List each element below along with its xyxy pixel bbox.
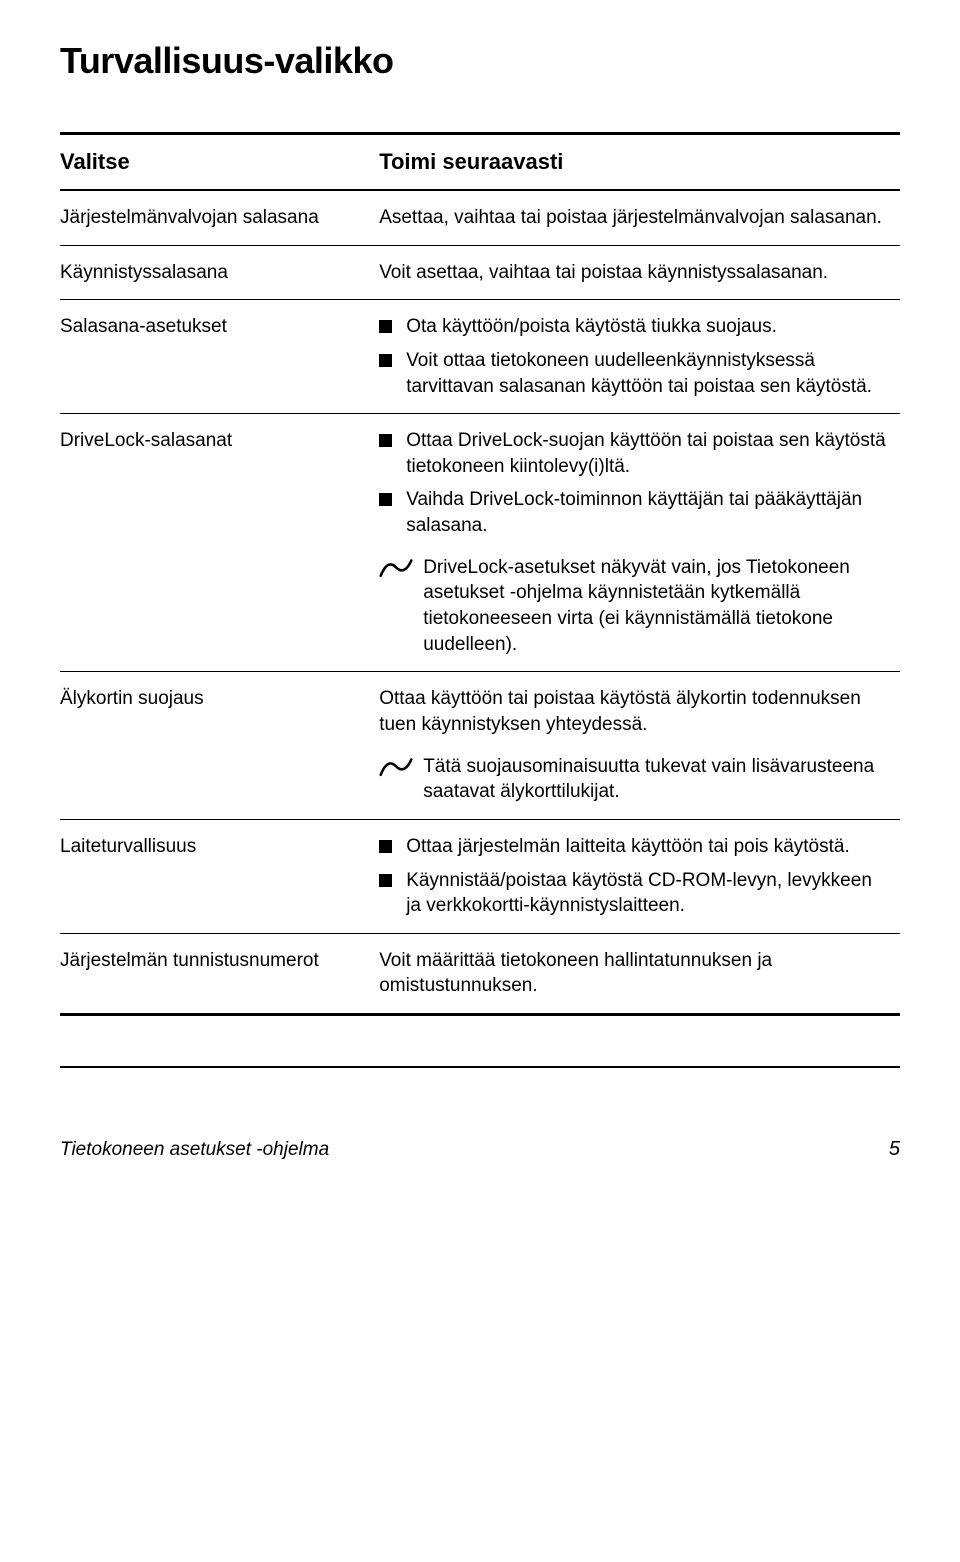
bullet-icon (379, 320, 392, 333)
footer-rule (60, 1066, 900, 1068)
page-footer: Tietokoneen asetukset -ohjelma 5 (60, 1138, 900, 1161)
footer-doc-title: Tietokoneen asetukset -ohjelma (60, 1139, 329, 1161)
row-password-settings-action: Ota käyttöön/poista käytöstä tiukka suoj… (379, 300, 900, 413)
row-drivelock-action: Ottaa DriveLock-suojan käyttöön tai pois… (379, 414, 900, 671)
row-smartcard-action: Ottaa käyttöön tai poistaa käytöstä älyk… (379, 672, 900, 819)
table-row: DriveLock-salasanat Ottaa DriveLock-suoj… (60, 414, 900, 671)
row-system-ids-action: Voit määrittää tietokoneen hallintatunnu… (379, 934, 900, 1013)
col-header-select: Valitse (60, 135, 379, 189)
bullet-text: Ottaa järjestelmän laitteita käyttöön ta… (406, 834, 850, 860)
bullet-icon (379, 354, 392, 367)
bullet-text: Voit ottaa tietokoneen uudelleenkäynnist… (406, 348, 890, 399)
row-admin-password-label: Järjestelmänvalvojan salasana (60, 191, 379, 245)
security-menu-table: Valitse Toimi seuraavasti Järjestelmänva… (60, 135, 900, 1013)
table-header-row: Valitse Toimi seuraavasti (60, 135, 900, 189)
row-admin-password-action: Asettaa, vaihtaa tai poistaa järjestelmä… (379, 191, 900, 245)
table-row: Laiteturvallisuus Ottaa järjestelmän lai… (60, 820, 900, 933)
row-device-security-label: Laiteturvallisuus (60, 820, 379, 933)
bullet-icon (379, 493, 392, 506)
row-system-ids-label: Järjestelmän tunnistusnumerot (60, 934, 379, 1013)
bullet-text: Vaihda DriveLock-toiminnon käyttäjän tai… (406, 487, 890, 538)
bullet-text: Käynnistää/poistaa käytöstä CD-ROM-levyn… (406, 868, 890, 919)
note-icon (379, 555, 413, 591)
note-text: DriveLock-asetukset näkyvät vain, jos Ti… (423, 555, 890, 658)
footer-page-number: 5 (889, 1138, 900, 1161)
smartcard-text: Ottaa käyttöön tai poistaa käytöstä älyk… (379, 686, 890, 737)
bullet-icon (379, 840, 392, 853)
table-row: Järjestelmänvalvojan salasana Asettaa, v… (60, 191, 900, 245)
table-row: Salasana-asetukset Ota käyttöön/poista k… (60, 300, 900, 413)
row-power-password-label: Käynnistyssalasana (60, 246, 379, 300)
row-power-password-action: Voit asettaa, vaihtaa tai poistaa käynni… (379, 246, 900, 300)
bullet-icon (379, 874, 392, 887)
smartcard-note: Tätä suojausominaisuutta tukevat vain li… (379, 754, 890, 805)
note-icon (379, 754, 413, 790)
table-row: Älykortin suojaus Ottaa käyttöön tai poi… (60, 672, 900, 819)
table-row: Järjestelmän tunnistusnumerot Voit määri… (60, 934, 900, 1013)
table-row: Käynnistyssalasana Voit asettaa, vaihtaa… (60, 246, 900, 300)
note-text: Tätä suojausominaisuutta tukevat vain li… (423, 754, 890, 805)
drivelock-note: DriveLock-asetukset näkyvät vain, jos Ti… (379, 555, 890, 658)
col-header-action: Toimi seuraavasti (379, 135, 900, 189)
bullet-text: Ota käyttöön/poista käytöstä tiukka suoj… (406, 314, 777, 340)
row-device-security-action: Ottaa järjestelmän laitteita käyttöön ta… (379, 820, 900, 933)
bullet-icon (379, 434, 392, 447)
row-drivelock-label: DriveLock-salasanat (60, 414, 379, 671)
row-smartcard-label: Älykortin suojaus (60, 672, 379, 819)
row-password-settings-label: Salasana-asetukset (60, 300, 379, 413)
page-title: Turvallisuus-valikko (60, 40, 900, 82)
bullet-text: Ottaa DriveLock-suojan käyttöön tai pois… (406, 428, 890, 479)
